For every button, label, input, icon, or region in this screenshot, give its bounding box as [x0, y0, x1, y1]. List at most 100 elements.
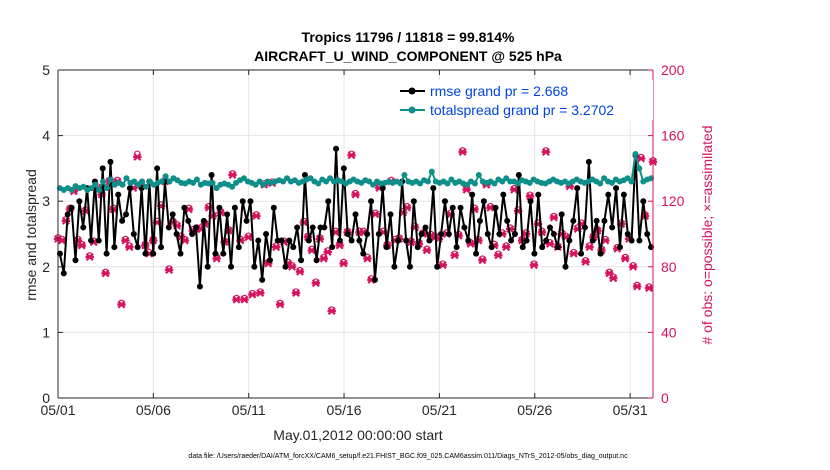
series-point-rmse [360, 250, 367, 257]
series-point-totalspread [162, 173, 169, 180]
series-point-rmse [286, 237, 293, 244]
series-point-rmse [263, 231, 270, 237]
series-point-totalspread [499, 178, 506, 185]
x-tick-label: 05/06 [136, 402, 171, 418]
obs-assimilated-marker [621, 254, 630, 263]
series-point-totalspread [139, 178, 146, 185]
series-point-totalspread [123, 175, 130, 182]
x-tick-label: 05/16 [327, 402, 362, 418]
series-point-rmse [68, 204, 75, 211]
series-point-totalspread [190, 179, 197, 186]
y-left-tick-label: 0 [42, 390, 50, 406]
series-point-rmse [270, 204, 277, 211]
series-point-rmse [301, 171, 308, 178]
y-right-tick-label: 160 [661, 128, 685, 144]
obs-assimilated-marker [244, 233, 253, 242]
series-point-rmse [142, 250, 149, 257]
y-right-tick-label: 120 [661, 193, 685, 209]
series-point-rmse [519, 244, 526, 251]
series-point-totalspread [514, 180, 521, 187]
legend: rmse grand pr = 2.668 totalspread grand … [393, 80, 653, 120]
series-point-rmse [189, 231, 196, 237]
obs-assimilated-marker [77, 241, 86, 250]
series-point-totalspread [283, 175, 290, 182]
series-point-rmse [239, 198, 246, 205]
obs-assimilated-marker [632, 282, 642, 291]
series-point-rmse [539, 244, 546, 251]
series-point-totalspread [624, 175, 631, 182]
series-point-rmse [173, 231, 180, 237]
y-left-tick-label: 5 [42, 62, 50, 78]
series-point-rmse [395, 237, 402, 244]
series-point-rmse [410, 198, 417, 205]
series-point-rmse [589, 237, 596, 244]
series-point-rmse [379, 185, 386, 192]
series-point-totalspread [491, 180, 498, 187]
obs-assimilated-marker [351, 190, 360, 199]
series-point-rmse [336, 237, 343, 244]
series-point-rmse [329, 244, 336, 251]
series-point-rmse [111, 244, 118, 251]
series-point-rmse [290, 244, 297, 251]
series-point-rmse [313, 257, 320, 264]
series-point-rmse [255, 237, 262, 244]
series-point-rmse [298, 257, 305, 264]
series-point-rmse [453, 244, 460, 251]
series-point-rmse [414, 244, 421, 251]
chart-title-line2: AIRCRAFT_U_WIND_COMPONENT @ 525 hPa [254, 48, 562, 64]
series-point-rmse [305, 237, 312, 244]
obs-assimilated-marker [339, 259, 348, 268]
series-point-rmse [344, 231, 351, 237]
series-point-totalspread [103, 185, 110, 192]
series-point-totalspread [597, 180, 604, 187]
series-point-totalspread [135, 181, 142, 188]
series-point-rmse [457, 204, 464, 211]
series-point-rmse [434, 263, 441, 270]
series-point-rmse [294, 224, 301, 231]
y-axis-right-label: # of obs: o=possible; ×=assimilated [699, 125, 715, 344]
y-left-tick-label: 4 [42, 128, 50, 144]
series-point-totalspread [401, 171, 408, 178]
obs-assimilated-marker [275, 300, 285, 309]
series-point-rmse [640, 198, 647, 205]
series-point-rmse [620, 191, 627, 198]
series-point-rmse [605, 191, 612, 198]
series-point-rmse [465, 237, 472, 244]
series-point-totalspread [260, 181, 267, 188]
series-point-rmse [181, 204, 188, 211]
obs-assimilated-marker [164, 266, 174, 275]
obs-assimilated-marker [232, 295, 241, 304]
series-point-rmse [208, 171, 215, 178]
series-point-totalspread [428, 168, 435, 175]
series-point-rmse [574, 185, 581, 192]
series-point-rmse [473, 250, 480, 257]
series-point-rmse [566, 237, 573, 244]
legend-box [393, 80, 653, 120]
series-point-totalspread [366, 178, 373, 185]
series-point-totalspread [92, 181, 99, 188]
obs-assimilated-marker [291, 289, 301, 298]
obs-assimilated-marker [525, 192, 535, 201]
series-point-totalspread [424, 178, 431, 185]
obs-assimilated-marker [494, 251, 503, 260]
series-point-rmse [562, 263, 569, 270]
obs-assimilated-marker [248, 290, 257, 299]
series-point-rmse [200, 217, 207, 224]
obs-assimilated-marker [529, 261, 539, 270]
series-point-totalspread [229, 183, 236, 190]
x-tick-label: 05/21 [422, 402, 457, 418]
series-point-rmse [511, 231, 518, 237]
series-point-rmse [119, 217, 126, 224]
series-point-rmse [406, 263, 413, 270]
series-point-rmse [212, 250, 219, 257]
series-point-totalspread [213, 185, 220, 192]
series-point-rmse [107, 158, 114, 165]
obs-assimilated-marker [569, 249, 578, 258]
series-point-rmse [165, 224, 172, 231]
series-point-rmse [461, 224, 468, 231]
series-point-rmse [115, 191, 122, 198]
series-point-rmse [224, 211, 231, 218]
series-point-totalspread [193, 176, 200, 183]
series-point-totalspread [307, 175, 314, 182]
obs-assimilated-marker [271, 243, 281, 252]
